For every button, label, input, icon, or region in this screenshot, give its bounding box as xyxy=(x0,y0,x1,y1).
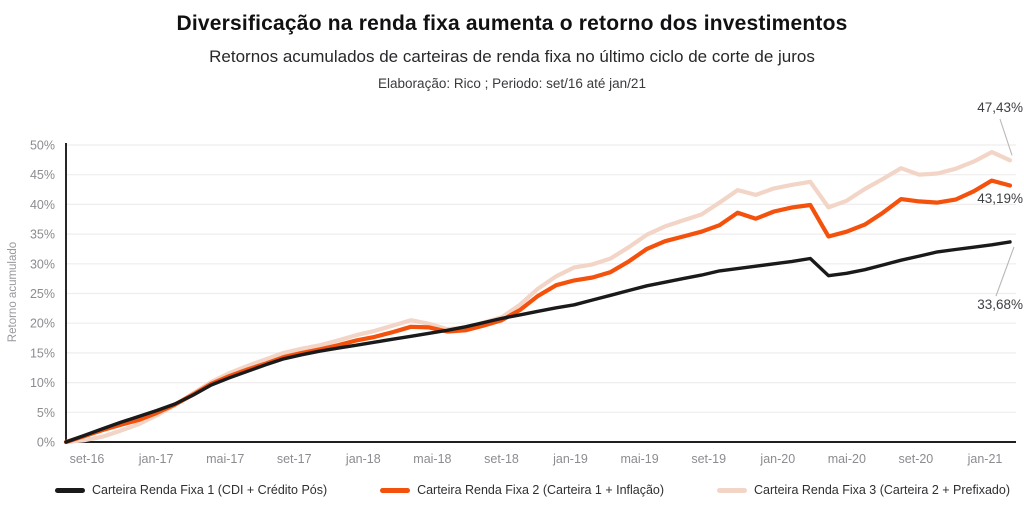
chart-subtitle: Retornos acumulados de carteiras de rend… xyxy=(209,47,815,66)
chart-source-note: Elaboração: Rico ; Periodo: set/16 até j… xyxy=(378,76,646,91)
legend-label: Carteira Renda Fixa 3 (Carteira 2 + Pref… xyxy=(753,483,1010,497)
series-line-carteira1 xyxy=(64,240,1012,444)
legend-swatch xyxy=(55,487,85,493)
x-tick-label: set-16 xyxy=(70,452,105,466)
x-tick-label: mai-19 xyxy=(620,452,658,466)
legend-item-carteira3: Carteira Renda Fixa 3 (Carteira 2 + Pref… xyxy=(716,483,1010,497)
legend-label: Carteira Renda Fixa 1 (CDI + Crédito Pós… xyxy=(92,483,328,497)
x-tick-label: jan-21 xyxy=(967,452,1003,466)
series-line-carteira3 xyxy=(63,150,1013,445)
x-tick-label: jan-19 xyxy=(552,452,588,466)
y-tick-label: 30% xyxy=(30,257,55,271)
y-tick-label: 20% xyxy=(30,317,55,331)
leader-line xyxy=(995,246,1015,297)
y-tick-label: 45% xyxy=(30,168,55,182)
y-tick-label: 50% xyxy=(30,139,55,153)
x-tick-label: jan-20 xyxy=(759,452,795,466)
y-tick-label: 35% xyxy=(30,228,55,242)
x-tick-label: set-18 xyxy=(484,452,519,466)
x-tick-label: set-17 xyxy=(277,452,312,466)
legend-swatch xyxy=(716,487,747,493)
y-tick-label: 5% xyxy=(37,406,55,420)
y-tick-label: 10% xyxy=(30,376,55,390)
legend-item-carteira1: Carteira Renda Fixa 1 (CDI + Crédito Pós… xyxy=(55,483,327,497)
legend-item-carteira2: Carteira Renda Fixa 2 (Carteira 1 + Infl… xyxy=(380,483,664,497)
y-tick-label: 15% xyxy=(30,346,55,360)
y-tick-label: 40% xyxy=(30,198,55,212)
x-tick-label: jan-18 xyxy=(345,452,381,466)
leader-line xyxy=(999,118,1013,156)
legend: Carteira Renda Fixa 1 (CDI + Crédito Pós… xyxy=(55,483,1010,497)
x-tick-label: jan-17 xyxy=(138,452,174,466)
x-tick-label: mai-18 xyxy=(413,452,451,466)
chart-title: Diversificação na renda fixa aumenta o r… xyxy=(176,12,848,35)
end-value-label-carteira3: 47,43% xyxy=(977,100,1023,115)
y-tick-label: 25% xyxy=(30,287,55,301)
x-tick-label: mai-20 xyxy=(828,452,866,466)
x-tick-label: mai-17 xyxy=(206,452,244,466)
end-value-label-carteira2: 43,19% xyxy=(977,191,1023,206)
x-tick-label: set-19 xyxy=(691,452,726,466)
end-value-label-carteira1: 33,68% xyxy=(977,297,1023,312)
legend-label: Carteira Renda Fixa 2 (Carteira 1 + Infl… xyxy=(417,483,665,497)
x-tick-label: set-20 xyxy=(899,452,934,466)
y-tick-label: 0% xyxy=(37,436,55,450)
legend-swatch xyxy=(380,487,411,493)
